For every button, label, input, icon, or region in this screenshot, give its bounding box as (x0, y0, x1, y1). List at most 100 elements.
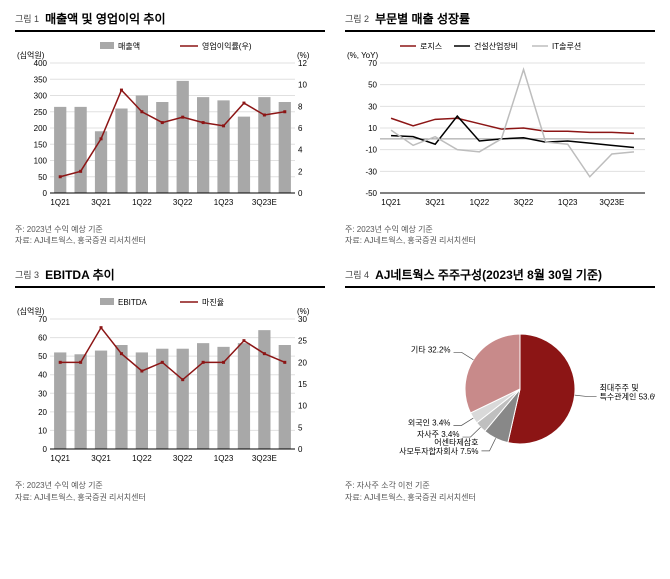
fig4-note1: 주: 자사주 소각 이전 기준 (345, 480, 655, 491)
fig4-label: 그림 4 (345, 268, 369, 281)
svg-text:4: 4 (298, 146, 303, 155)
svg-text:3Q23E: 3Q23E (599, 198, 624, 207)
panel-fig2: 그림 2 부문별 매출 성장률 (%, YoY)로지스건설산업장비IT솔루션-5… (345, 10, 655, 246)
fig3-chart: EBITDA마진율(십억원)(%)01020304050607005101520… (15, 294, 325, 474)
fig1-header: 그림 1 매출액 및 영업이익 추이 (15, 10, 325, 32)
svg-text:1Q21: 1Q21 (381, 198, 401, 207)
svg-text:1Q21: 1Q21 (50, 454, 70, 463)
svg-text:20: 20 (298, 359, 307, 368)
fig2-chart: (%, YoY)로지스건설산업장비IT솔루션-50-30-10103050701… (345, 38, 655, 218)
fig3-note2: 자료: AJ네트웍스, 홍국증권 리서치센터 (15, 492, 325, 503)
svg-text:50: 50 (38, 173, 47, 182)
fig2-label: 그림 2 (345, 12, 369, 25)
svg-text:3Q21: 3Q21 (91, 198, 111, 207)
svg-text:250: 250 (34, 108, 48, 117)
panel-fig3: 그림 3 EBITDA 추이 EBITDA마진율(십억원)(%)01020304… (15, 266, 325, 502)
svg-text:3Q23E: 3Q23E (252, 198, 277, 207)
svg-text:1Q23: 1Q23 (214, 198, 234, 207)
svg-text:350: 350 (34, 75, 48, 84)
svg-text:5: 5 (298, 424, 303, 433)
svg-text:영업이익률(우): 영업이익률(우) (202, 41, 252, 51)
svg-text:자사주 3.4%: 자사주 3.4% (417, 430, 460, 439)
fig2-notes: 주: 2023년 수익 예상 기준 자료: AJ네트웍스, 홍국증권 리서치센터 (345, 224, 655, 246)
svg-text:40: 40 (38, 371, 47, 380)
row-1: 그림 1 매출액 및 영업이익 추이 매출액영업이익률(우)(십억원)(%)05… (15, 10, 655, 246)
svg-text:15: 15 (298, 380, 307, 389)
svg-text:특수관계인 53.6%: 특수관계인 53.6% (600, 392, 655, 402)
svg-text:최대주주 및: 최대주주 및 (600, 383, 639, 393)
svg-text:IT솔루션: IT솔루션 (552, 41, 581, 51)
fig1-title: 매출액 및 영업이익 추이 (45, 10, 165, 27)
fig4-header: 그림 4 AJ네트웍스 주주구성(2023년 8월 30일 기준) (345, 266, 655, 288)
svg-text:1Q22: 1Q22 (132, 454, 152, 463)
svg-text:50: 50 (368, 81, 377, 90)
svg-text:70: 70 (38, 315, 47, 324)
svg-text:0: 0 (298, 189, 303, 198)
page: 그림 1 매출액 및 영업이익 추이 매출액영업이익률(우)(십억원)(%)05… (0, 0, 670, 533)
svg-text:10: 10 (298, 81, 307, 90)
fig1-note1: 주: 2023년 수익 예상 기준 (15, 224, 325, 235)
svg-text:마진율: 마진율 (202, 297, 224, 307)
svg-text:외국인 3.4%: 외국인 3.4% (408, 418, 451, 428)
svg-text:사모투자합자회사 7.5%: 사모투자합자회사 7.5% (399, 447, 478, 456)
svg-text:400: 400 (34, 59, 48, 68)
svg-text:60: 60 (38, 334, 47, 343)
fig1-chart: 매출액영업이익률(우)(십억원)(%)050100150200250300350… (15, 38, 325, 218)
svg-text:30: 30 (298, 315, 307, 324)
svg-text:1Q22: 1Q22 (132, 198, 152, 207)
fig4-title: AJ네트웍스 주주구성(2023년 8월 30일 기준) (375, 266, 602, 283)
row-2: 그림 3 EBITDA 추이 EBITDA마진율(십억원)(%)01020304… (15, 266, 655, 502)
fig1-note2: 자료: AJ네트웍스, 홍국증권 리서치센터 (15, 235, 325, 246)
fig3-note1: 주: 2023년 수익 예상 기준 (15, 480, 325, 491)
svg-text:3Q22: 3Q22 (514, 198, 534, 207)
fig1-notes: 주: 2023년 수익 예상 기준 자료: AJ네트웍스, 홍국증권 리서치센터 (15, 224, 325, 246)
fig2-note2: 자료: AJ네트웍스, 홍국증권 리서치센터 (345, 235, 655, 246)
panel-fig1: 그림 1 매출액 및 영업이익 추이 매출액영업이익률(우)(십억원)(%)05… (15, 10, 325, 246)
fig2-header: 그림 2 부문별 매출 성장률 (345, 10, 655, 32)
svg-text:3Q23E: 3Q23E (252, 454, 277, 463)
fig3-label: 그림 3 (15, 268, 39, 281)
svg-text:-10: -10 (365, 146, 377, 155)
svg-text:100: 100 (34, 157, 48, 166)
svg-text:10: 10 (298, 402, 307, 411)
fig2-note1: 주: 2023년 수익 예상 기준 (345, 224, 655, 235)
svg-text:30: 30 (368, 102, 377, 111)
svg-text:-30: -30 (365, 167, 377, 176)
svg-text:20: 20 (38, 408, 47, 417)
svg-text:3Q21: 3Q21 (91, 454, 111, 463)
svg-text:12: 12 (298, 59, 307, 68)
svg-text:10: 10 (368, 124, 377, 133)
fig4-chart: 최대주주 및특수관계인 53.6%어센타제삼호사모투자합자회사 7.5%자사주 … (345, 294, 655, 474)
svg-text:1Q21: 1Q21 (50, 198, 70, 207)
svg-text:1Q23: 1Q23 (558, 198, 578, 207)
fig3-title: EBITDA 추이 (45, 266, 115, 283)
svg-text:0: 0 (43, 189, 48, 198)
fig3-header: 그림 3 EBITDA 추이 (15, 266, 325, 288)
svg-text:기타 32.2%: 기타 32.2% (411, 346, 451, 355)
svg-text:10: 10 (38, 427, 47, 436)
fig1-label: 그림 1 (15, 12, 39, 25)
svg-text:매출액: 매출액 (118, 41, 140, 51)
svg-text:150: 150 (34, 140, 48, 149)
svg-text:25: 25 (298, 337, 307, 346)
svg-text:50: 50 (38, 353, 47, 362)
fig4-notes: 주: 자사주 소각 이전 기준 자료: AJ네트웍스, 홍국증권 리서치센터 (345, 480, 655, 502)
svg-text:2: 2 (298, 167, 303, 176)
svg-text:EBITDA: EBITDA (118, 298, 148, 307)
fig2-title: 부문별 매출 성장률 (375, 10, 470, 27)
fig4-note2: 자료: AJ네트웍스, 홍국증권 리서치센터 (345, 492, 655, 503)
svg-text:70: 70 (368, 59, 377, 68)
svg-text:1Q23: 1Q23 (214, 454, 234, 463)
svg-text:300: 300 (34, 92, 48, 101)
svg-text:건설산업장비: 건설산업장비 (474, 41, 518, 51)
svg-text:8: 8 (298, 102, 303, 111)
svg-text:3Q22: 3Q22 (173, 454, 193, 463)
svg-text:30: 30 (38, 390, 47, 399)
svg-text:0: 0 (298, 445, 303, 454)
svg-text:3Q21: 3Q21 (425, 198, 445, 207)
svg-text:-50: -50 (365, 189, 377, 198)
svg-text:200: 200 (34, 124, 48, 133)
svg-text:3Q22: 3Q22 (173, 198, 193, 207)
svg-text:1Q22: 1Q22 (470, 198, 490, 207)
svg-text:0: 0 (43, 445, 48, 454)
